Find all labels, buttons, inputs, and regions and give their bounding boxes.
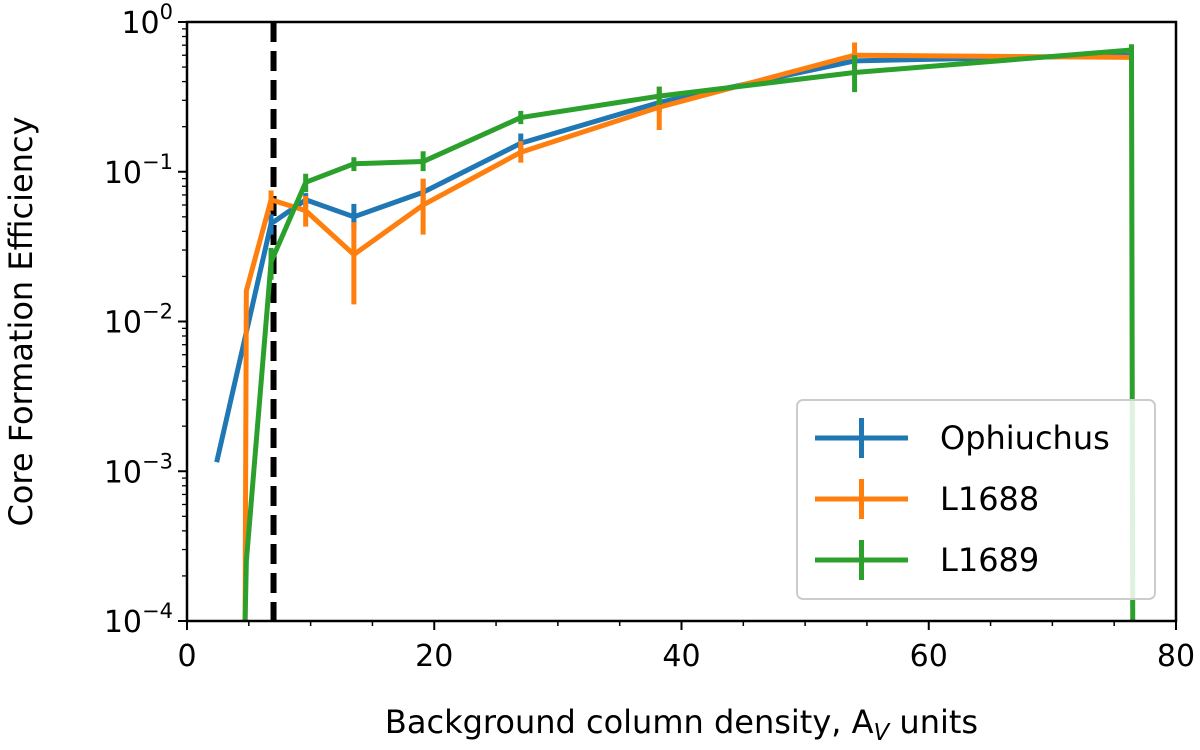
- plot-area: [214, 22, 1136, 621]
- legend: Ophiuchus L1688 L1689: [796, 399, 1156, 600]
- y-tick-label: 10−2: [104, 300, 173, 341]
- x-tick-label: 60: [910, 639, 948, 674]
- y-tick-label: 100: [121, 0, 173, 41]
- legend-label: Ophiuchus: [940, 419, 1110, 457]
- legend-label: L1689: [940, 541, 1039, 579]
- x-tick-label: 40: [662, 639, 700, 674]
- y-axis-label: Core Formation Efficiency: [2, 116, 40, 526]
- y-tick-label: 10−3: [104, 449, 173, 490]
- y-tick-label: 10−1: [104, 150, 173, 191]
- series-l1689: [242, 44, 1136, 621]
- x-tick-label: 0: [177, 639, 196, 674]
- y-tick-label: 10−4: [104, 599, 173, 640]
- series-l1688: [242, 42, 1134, 621]
- axes: 0 20 40 60 80 10−4 10−3 10−2 10−1 100: [104, 0, 1195, 674]
- x-axis-label: Background column density, AV units: [385, 703, 978, 746]
- legend-box: [796, 399, 1156, 600]
- x-tick-label: 80: [1157, 639, 1195, 674]
- series-line: [242, 52, 1132, 621]
- x-tick-label: 20: [415, 639, 453, 674]
- legend-label: L1688: [940, 480, 1039, 518]
